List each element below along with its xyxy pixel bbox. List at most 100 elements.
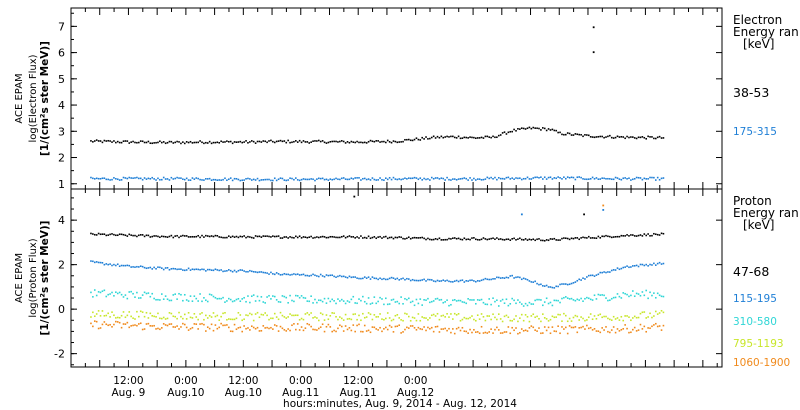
data-point-electron-0: [115, 141, 117, 144]
data-point-proton-0: [467, 238, 469, 240]
data-point-proton-0: [308, 236, 311, 238]
data-point-proton-4: [132, 324, 134, 327]
data-point-proton-0: [298, 235, 301, 238]
data-point-proton-2: [281, 295, 284, 297]
data-point-proton-2: [385, 297, 387, 300]
data-point-proton-2: [607, 299, 609, 302]
data-point-proton-2: [143, 291, 146, 294]
data-point-electron-0: [344, 142, 347, 144]
data-point-proton-4: [243, 325, 245, 327]
data-point-proton-4: [637, 329, 640, 331]
data-point-electron-0: [528, 126, 531, 129]
data-point-electron-1: [218, 179, 221, 181]
data-point-electron-1: [614, 176, 617, 179]
data-point-electron-1: [404, 177, 406, 180]
data-point-proton-4: [486, 332, 489, 334]
data-point-proton-3: [490, 318, 492, 321]
data-point-electron-0: [296, 141, 299, 143]
data-point-proton-3: [367, 312, 370, 314]
data-point-proton-3: [626, 315, 628, 317]
data-point-proton-1: [484, 277, 487, 280]
data-point-proton-1: [633, 265, 636, 267]
data-point-electron-0: [532, 126, 535, 129]
data-point-electron-1: [132, 177, 134, 180]
data-point-proton-0: [122, 233, 125, 236]
xtick-sublabel: Aug. 9: [112, 387, 146, 399]
data-point-electron-1: [475, 179, 477, 181]
data-point-proton-1: [543, 285, 546, 287]
data-point-proton-4: [340, 325, 343, 328]
data-point-proton-3: [268, 318, 270, 321]
data-point-proton-4: [312, 328, 314, 331]
data-point-proton-3: [107, 312, 109, 315]
data-point-proton-1: [630, 266, 632, 268]
data-point-electron-1: [612, 178, 615, 181]
data-point-electron-0: [247, 141, 249, 144]
data-point-electron-1: [620, 178, 623, 181]
data-point-electron-1: [427, 178, 429, 180]
data-point-proton-1: [526, 278, 529, 281]
data-point-electron-0: [141, 140, 144, 143]
data-point-proton-2: [197, 300, 199, 302]
data-point-proton-0: [423, 237, 425, 240]
data-point-proton-0: [233, 236, 236, 238]
data-point-proton-4: [93, 320, 96, 322]
data-point-electron-1: [442, 177, 445, 180]
data-point-proton-0: [580, 237, 582, 239]
data-point-electron-1: [262, 178, 265, 181]
data-point-proton-1: [415, 279, 418, 282]
legend-electron-0: 38-53: [733, 85, 769, 100]
data-point-proton-4: [442, 328, 445, 330]
data-point-electron-0: [228, 140, 230, 143]
data-point-proton-2: [264, 302, 266, 304]
data-point-proton-0: [542, 239, 544, 242]
data-point-electron-1: [429, 179, 431, 181]
data-point-electron-1: [159, 178, 161, 181]
data-point-proton-3: [404, 312, 406, 315]
data-point-proton-4: [342, 330, 345, 332]
data-point-proton-1: [319, 273, 322, 276]
data-point-proton-1: [547, 286, 550, 288]
data-point-proton-2: [130, 290, 132, 293]
data-point-proton-1: [488, 278, 491, 281]
outlier-point-proton-1: [520, 213, 523, 216]
data-point-proton-2: [279, 301, 282, 303]
data-point-proton-0: [172, 236, 175, 239]
data-point-proton-3: [157, 312, 159, 315]
data-point-electron-0: [520, 127, 523, 129]
data-point-proton-3: [574, 314, 577, 317]
data-point-proton-4: [183, 323, 186, 326]
data-point-proton-0: [649, 235, 651, 237]
data-point-proton-0: [377, 236, 379, 238]
data-point-proton-1: [540, 283, 542, 286]
data-point-electron-1: [540, 176, 542, 179]
data-point-proton-4: [316, 329, 318, 331]
data-point-electron-0: [289, 141, 291, 144]
data-point-proton-1: [570, 282, 573, 285]
data-point-proton-1: [160, 267, 163, 269]
data-point-proton-0: [402, 237, 404, 240]
data-point-electron-0: [538, 127, 540, 130]
data-point-electron-1: [637, 176, 640, 179]
data-point-proton-0: [319, 236, 322, 238]
data-point-proton-2: [520, 303, 523, 305]
data-point-proton-3: [300, 317, 303, 320]
data-point-proton-4: [168, 323, 171, 325]
data-point-proton-4: [275, 325, 278, 327]
data-point-proton-0: [383, 236, 385, 238]
data-point-proton-4: [189, 327, 192, 330]
data-point-electron-1: [584, 178, 586, 181]
data-point-electron-1: [628, 177, 630, 180]
data-point-proton-3: [231, 318, 234, 321]
data-point-electron-1: [641, 178, 644, 181]
data-point-proton-4: [138, 323, 140, 325]
data-point-electron-0: [603, 136, 605, 139]
data-point-proton-3: [116, 316, 119, 319]
data-point-proton-2: [586, 296, 588, 299]
data-point-electron-1: [176, 176, 178, 179]
data-point-proton-3: [643, 311, 646, 313]
data-point-electron-1: [400, 178, 402, 181]
data-point-electron-0: [626, 135, 628, 138]
data-point-proton-4: [461, 326, 464, 329]
data-point-proton-2: [605, 297, 607, 299]
